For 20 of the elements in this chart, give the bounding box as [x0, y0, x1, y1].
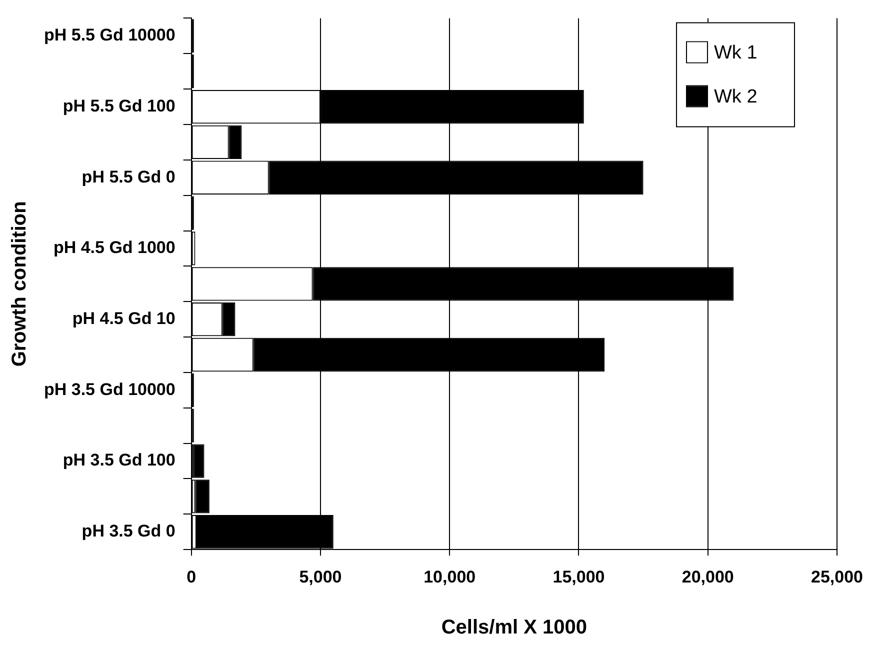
- legend-label: Wk 1: [714, 42, 758, 64]
- x-tick-label: 25,000: [811, 567, 863, 586]
- y-tick-label: pH 5.5 Gd 100: [62, 96, 176, 116]
- bar: [195, 480, 210, 514]
- y-tick-label: pH 5.5 Gd 0: [82, 167, 176, 186]
- x-axis-title: Cells/ml X 1000: [441, 616, 587, 639]
- x-tick-label: 15,000: [552, 567, 605, 586]
- y-tick-label: pH 4.5 Gd 1000: [53, 238, 176, 258]
- x-tick-label: 5,000: [299, 567, 342, 586]
- y-tick-label: pH 3.5 Gd 100: [62, 450, 176, 470]
- bar: [194, 444, 204, 478]
- y-tick-label: pH 3.5 Gd 0: [82, 522, 176, 541]
- y-axis-title: Growth condition: [8, 201, 31, 367]
- legend-label: Wk 2: [714, 86, 758, 108]
- x-tick-label: 20,000: [682, 567, 734, 586]
- x-tick-label: 10,000: [424, 567, 476, 586]
- y-tick-label: pH 5.5 Gd 10000: [44, 26, 176, 45]
- y-tick-label: pH 3.5 Gd 10000: [44, 380, 176, 399]
- x-tick-label: 0: [186, 567, 196, 586]
- y-tick-label: pH 4.5 Gd 10: [72, 309, 176, 328]
